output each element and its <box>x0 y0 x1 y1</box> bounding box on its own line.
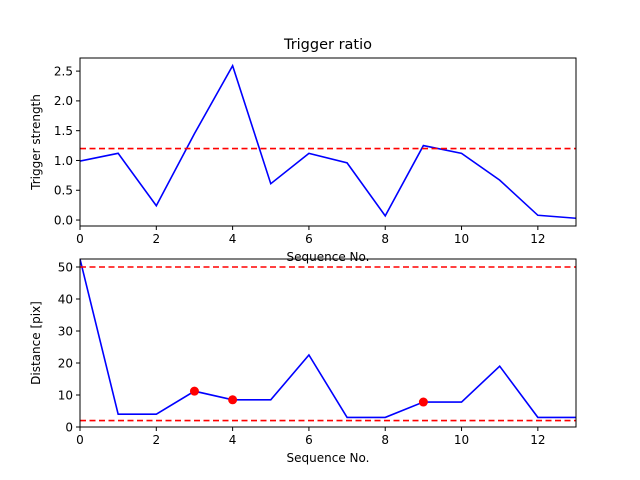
x-tick-label: 0 <box>76 433 84 447</box>
chart-panel-1: 0 2 4 6 8 10 12 0.0 0.5 1.0 1.5 2.0 2.5 Trigger ratio… <box>29 37 577 264</box>
y-tick-label: 40 <box>58 292 73 306</box>
x-tick-label: 6 <box>305 232 313 246</box>
y-tick-label: 20 <box>58 356 73 370</box>
y-axis-label: Trigger strength <box>29 94 43 191</box>
x-tick-label: 8 <box>381 433 389 447</box>
y-tick-label: 0.5 <box>54 184 73 198</box>
x-tick-label: 2 <box>152 232 160 246</box>
y-tick-label: 0 <box>65 420 73 434</box>
x-tick-label: 12 <box>530 232 545 246</box>
series-line <box>80 259 576 419</box>
y-tick-label: 10 <box>58 388 73 402</box>
y-tick-label: 1.0 <box>54 154 73 168</box>
plot-frame <box>79 57 577 227</box>
plot-frame <box>79 258 577 428</box>
series-line <box>80 63 576 220</box>
y-tick-label: 2.5 <box>54 64 73 78</box>
y-tick-label: 2.0 <box>54 94 73 108</box>
y-axis-label: Distance [pix] <box>29 301 43 385</box>
data-point <box>228 395 238 405</box>
x-tick-label: 4 <box>229 433 237 447</box>
data-point <box>418 397 428 407</box>
x-tick-label: 6 <box>305 433 313 447</box>
chart-panel-2: 0 2 4 6 8 10 12 0 10 20 30 40 50 Sequence No. Distance… <box>29 258 577 465</box>
data-point <box>189 386 199 396</box>
x-axis-label: Sequence No. <box>287 451 370 465</box>
x-tick-label: 2 <box>152 433 160 447</box>
y-tick-label: 50 <box>58 260 73 274</box>
x-tick-label: 4 <box>229 232 237 246</box>
x-tick-label: 10 <box>454 433 469 447</box>
x-axis-label: Sequence No. <box>287 250 370 264</box>
chart-title: Trigger ratio <box>283 37 372 53</box>
x-tick-label: 12 <box>530 433 545 447</box>
y-tick-label: 0.0 <box>54 213 73 227</box>
x-tick-label: 10 <box>454 232 469 246</box>
y-tick-label: 30 <box>58 324 73 338</box>
x-tick-label: 8 <box>381 232 389 246</box>
x-tick-label: 0 <box>76 232 84 246</box>
y-tick-label: 1.5 <box>54 124 73 138</box>
